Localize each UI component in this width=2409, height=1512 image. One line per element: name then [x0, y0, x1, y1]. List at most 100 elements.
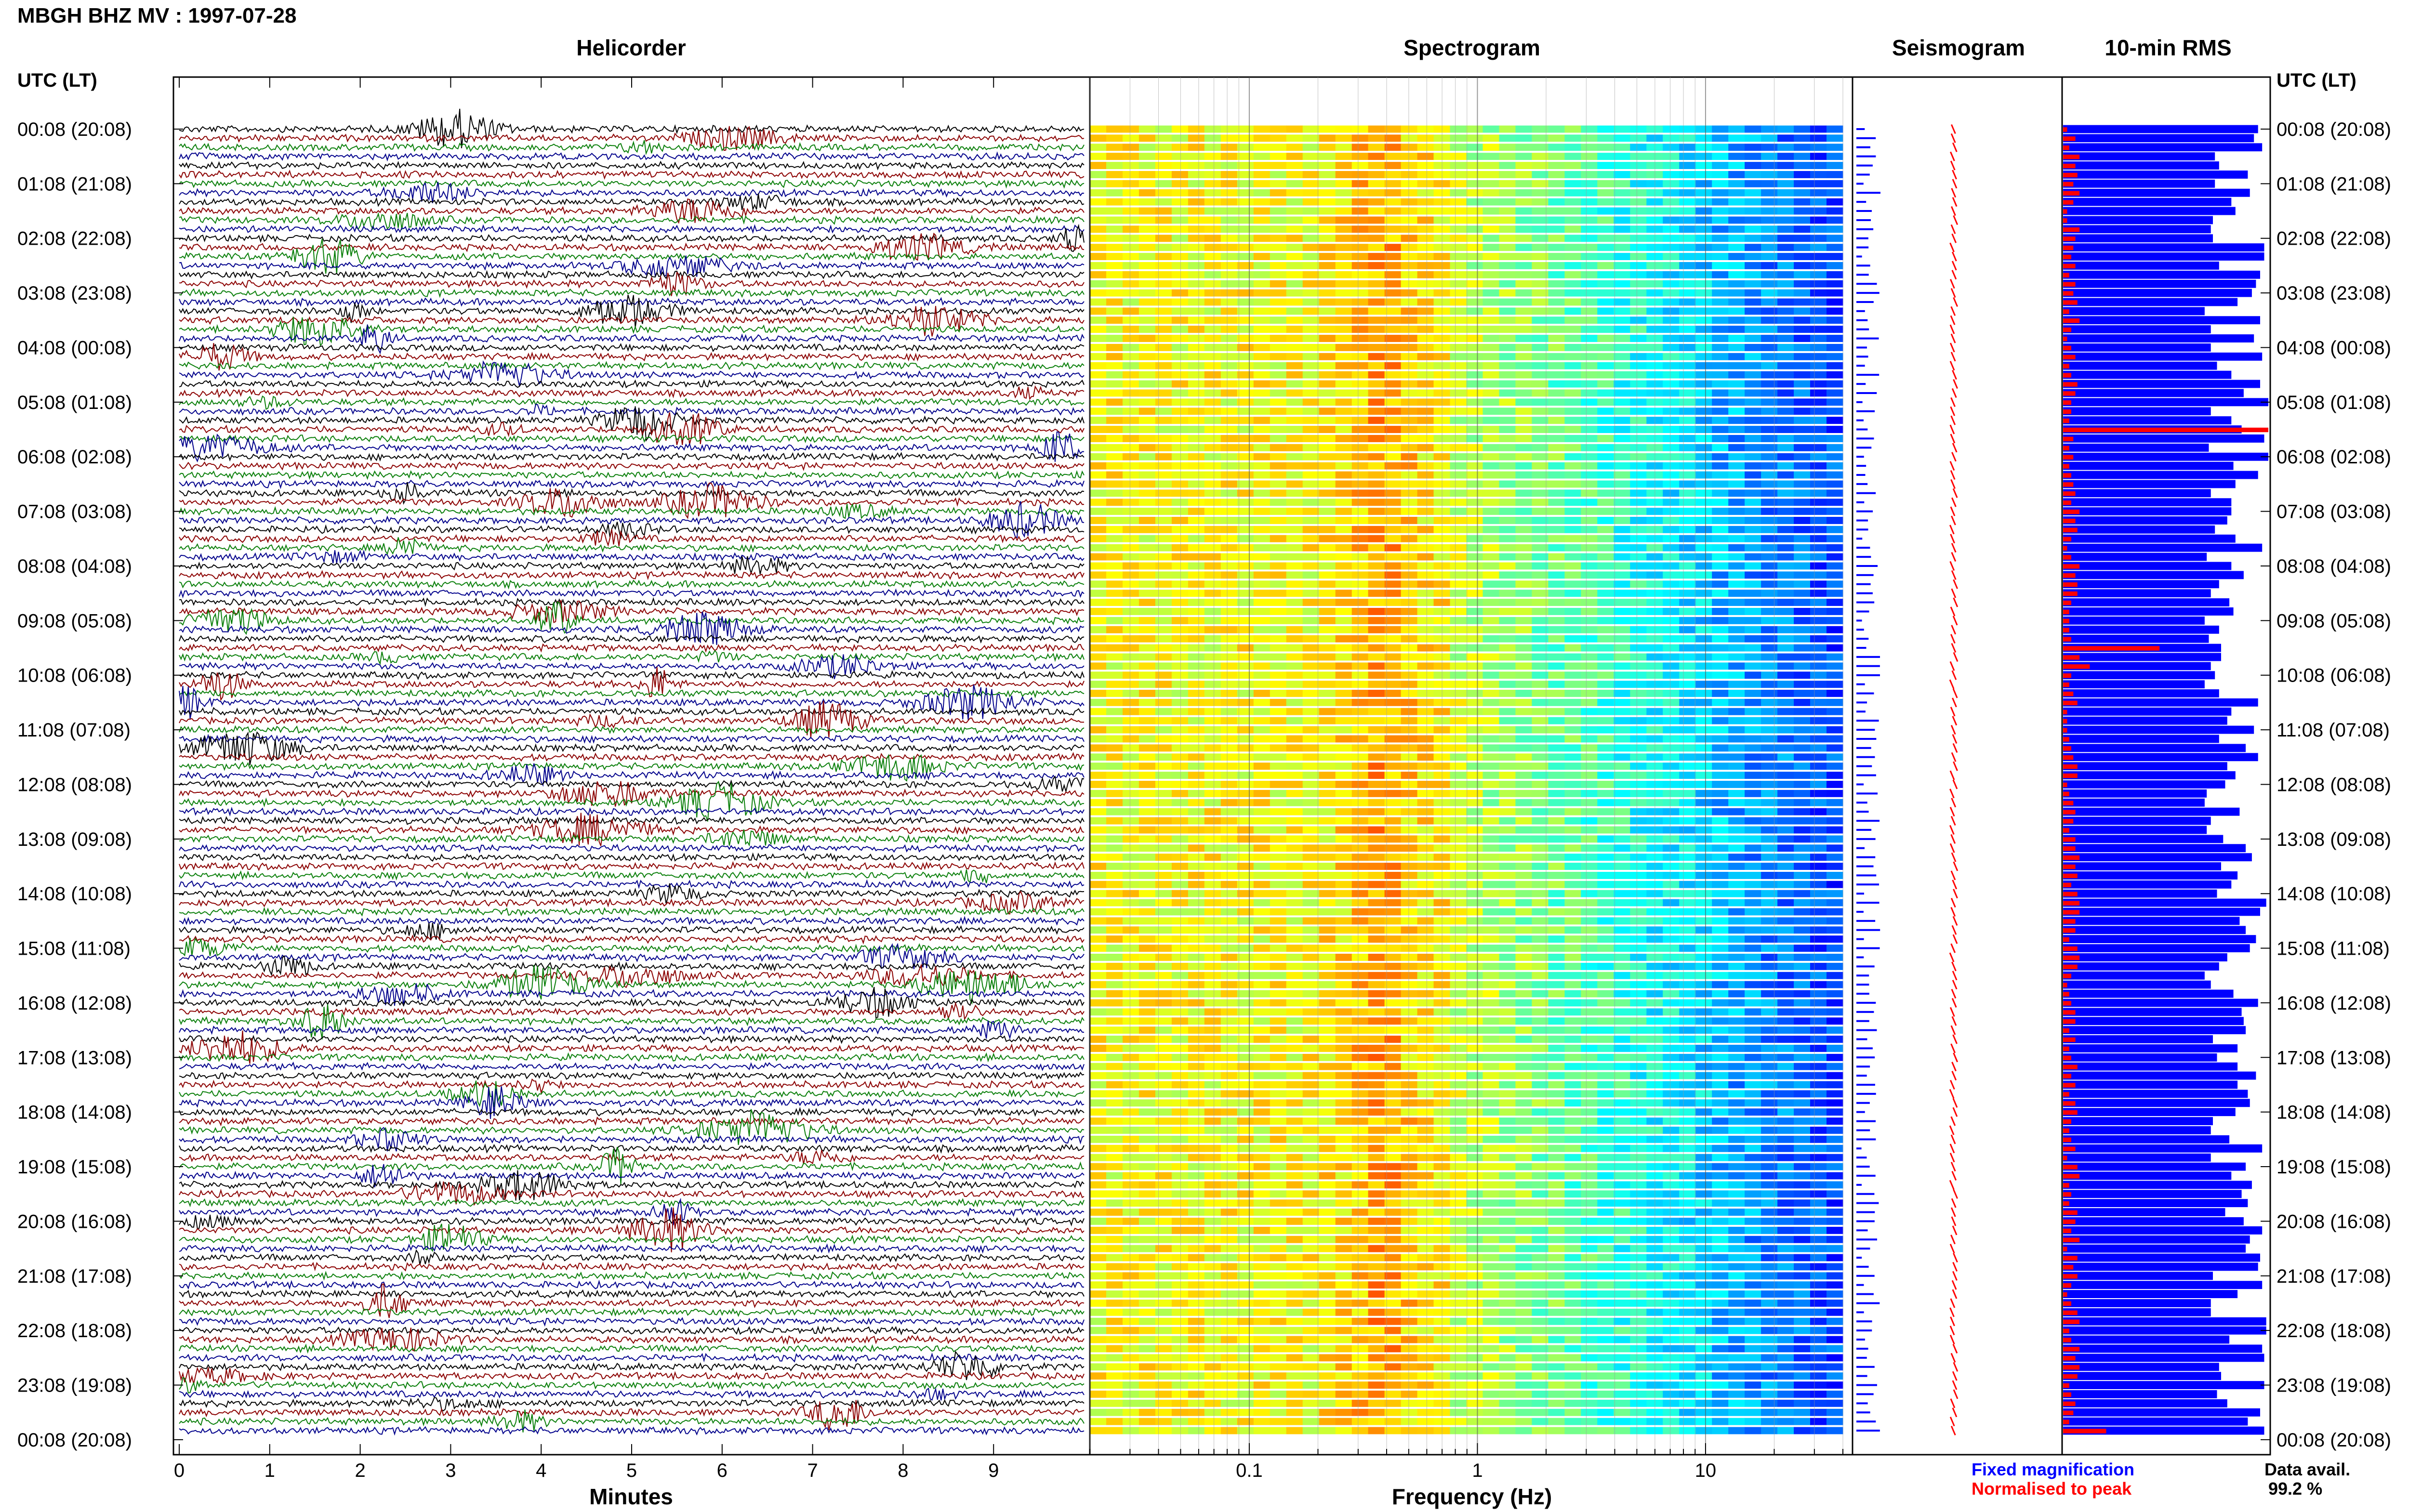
spectrogram-cell [1204, 935, 1221, 943]
spectrogram-cell [1384, 517, 1402, 524]
spectrogram-cell [1351, 207, 1369, 215]
spectrogram-cell [1368, 899, 1385, 907]
spectrogram-cell [1138, 162, 1156, 169]
spectrogram-cell [1827, 326, 1843, 333]
spectrogram-cell [1532, 653, 1549, 661]
spectrogram-cell [1532, 499, 1549, 506]
spectrogram-cell [1777, 225, 1794, 233]
spectrogram-cell [1827, 480, 1843, 488]
spectrogram-cell [1597, 571, 1614, 579]
spectrogram-cell [1270, 717, 1287, 724]
spectrogram-cell [1401, 307, 1418, 315]
spectrogram-cell [1351, 1045, 1369, 1052]
spectrogram-cell [1695, 854, 1712, 861]
spectrogram-cell [1401, 690, 1418, 697]
spectrogram-cell [1827, 789, 1843, 797]
spectrogram-cell [1728, 371, 1745, 379]
spectrogram-cell [1499, 280, 1516, 288]
spectrogram-cell [1138, 735, 1156, 743]
spectrogram-cell [1630, 189, 1647, 197]
spectrogram-cell [1351, 826, 1369, 834]
spectrogram-cell [1794, 562, 1811, 570]
spectrogram-cell [1614, 935, 1630, 943]
spectrogram-cell [1220, 599, 1238, 606]
spectrogram-cell [1123, 772, 1139, 779]
spectrogram-cell [1335, 1081, 1352, 1089]
spectrogram-cell [1695, 935, 1712, 943]
spectrogram-cell [1827, 408, 1843, 415]
spectrogram-cell [1253, 990, 1271, 998]
spectrogram-cell [1417, 344, 1434, 351]
spectrogram-cell [1138, 863, 1156, 870]
spectrogram-cell [1319, 526, 1336, 533]
spectrogram-cell [1482, 662, 1500, 670]
spectrogram-cell [1237, 954, 1254, 961]
spectrogram-cell [1482, 644, 1500, 652]
spectrogram-cell [1286, 753, 1303, 761]
spectrogram-cell [1630, 917, 1647, 925]
spectrogram-cell [1123, 298, 1139, 306]
spectrogram-cell [1204, 599, 1221, 606]
spectrogram-cell [1663, 489, 1680, 497]
spectrogram-cell [1319, 608, 1336, 615]
spectrogram-cell [1106, 580, 1123, 588]
spectrogram-cell [1777, 781, 1794, 788]
spectrogram-cell [1515, 935, 1532, 943]
spectrogram-cell [1745, 635, 1761, 643]
spectrogram-cell [1548, 125, 1565, 133]
spectrogram-cell [1663, 1026, 1680, 1034]
spectrogram-cell [1123, 808, 1139, 815]
spectrogram-cell [1515, 990, 1532, 998]
spectrogram-cell [1794, 854, 1811, 861]
spectrogram-cell [1220, 517, 1238, 524]
spectrogram-cell [1761, 872, 1778, 879]
spectrogram-cell [1679, 881, 1696, 888]
spectrogram-cell [1679, 962, 1696, 970]
spectrogram-cell [1712, 690, 1729, 697]
spectrogram-cell [1827, 753, 1843, 761]
spectrogram-cell [1581, 253, 1598, 260]
spectrogram-cell [1548, 881, 1565, 888]
spectrogram-cell [1548, 917, 1565, 925]
spectrogram-cell [1138, 1008, 1156, 1016]
spectrogram-cell [1220, 635, 1238, 643]
spectrogram-cell [1138, 999, 1156, 1007]
spectrogram-cell [1827, 799, 1843, 806]
spectrogram-cell [1482, 580, 1500, 588]
spectrogram-cell [1581, 544, 1598, 552]
spectrogram-cell [1368, 1045, 1385, 1052]
spectrogram-cell [1532, 926, 1549, 934]
spectrogram-cell [1302, 535, 1320, 542]
spectrogram-cell [1745, 389, 1761, 397]
spectrogram-cell [1499, 917, 1516, 925]
spectrogram-cell [1417, 872, 1434, 879]
spectrogram-cell [1548, 626, 1565, 633]
spectrogram-cell [1597, 653, 1614, 661]
spectrogram-cell [1253, 835, 1271, 843]
spectrogram-cell [1401, 671, 1418, 679]
spectrogram-cell [1794, 644, 1811, 652]
spectrogram-cell [1220, 171, 1238, 178]
spectrogram-cell [1450, 371, 1467, 379]
spectrogram-cell [1450, 844, 1467, 852]
spectrogram-cell [1319, 1063, 1336, 1070]
spectrogram-cell [1712, 881, 1729, 888]
spectrogram-cell [1155, 590, 1172, 597]
spectrogram-cell [1286, 744, 1303, 752]
spectrogram-cell [1745, 162, 1761, 169]
spectrogram-cell [1777, 189, 1794, 197]
spectrogram-cell [1351, 726, 1369, 734]
spectrogram-cell [1679, 271, 1696, 278]
spectrogram-cell [1351, 990, 1369, 998]
spectrogram-cell [1401, 908, 1418, 916]
spectrogram-cell [1630, 899, 1647, 907]
spectrogram-cell [1171, 489, 1189, 497]
spectrogram-cell [1597, 180, 1614, 187]
spectrogram-cell [1090, 307, 1107, 315]
spectrogram-cell [1106, 626, 1123, 633]
spectrogram-cell [1123, 844, 1139, 852]
spectrogram-cell [1597, 826, 1614, 834]
spectrogram-cell [1482, 562, 1500, 570]
spectrogram-cell [1401, 972, 1418, 979]
spectrogram-cell [1515, 708, 1532, 715]
